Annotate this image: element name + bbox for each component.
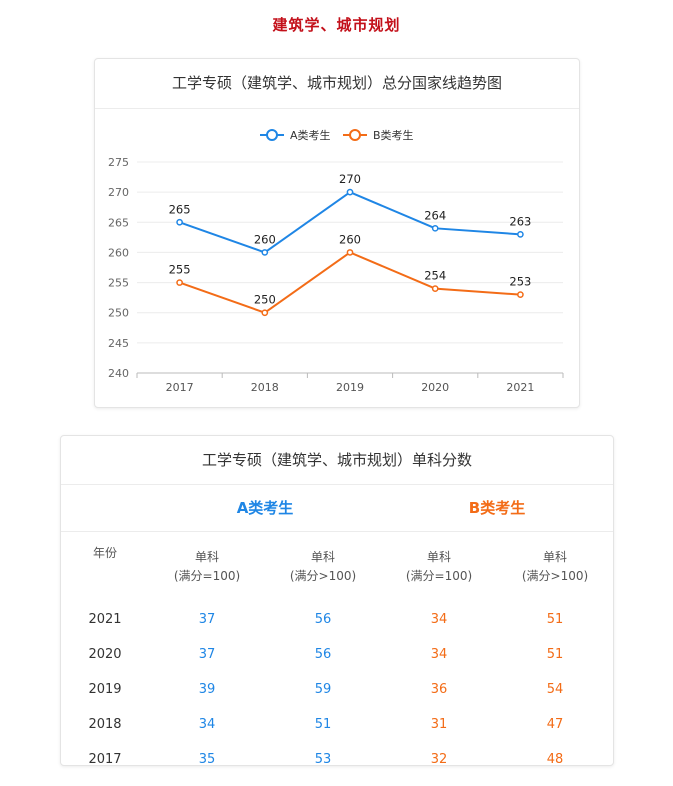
page-title: 建筑学、城市规划 (272, 16, 401, 34)
y-tick-label: 270 (108, 186, 129, 199)
a2-cell: 56 (314, 647, 332, 662)
legend-marker (349, 129, 361, 141)
data-point (176, 218, 183, 226)
table-title: 工学专硕（建筑学、城市规划）单科分数 (61, 436, 613, 485)
data-label: 260 (254, 232, 276, 246)
col-header-line1: 单科 (542, 550, 567, 564)
x-tick-label: 2020 (421, 381, 449, 394)
chart-title: 工学专硕（建筑学、城市规划）总分国家线趋势图 (95, 59, 579, 109)
y-tick-label: 250 (108, 307, 129, 320)
a2-cell: 53 (314, 752, 332, 767)
b2-cell: 48 (546, 752, 564, 767)
data-point (261, 309, 269, 317)
b1-cell: 34 (430, 612, 448, 627)
x-tick-label: 2019 (336, 381, 364, 394)
col-header-a2: 单科 (满分>100) (265, 532, 381, 602)
legend-marker (266, 129, 278, 141)
y-tick-label: 255 (108, 277, 129, 290)
b2-cell: 47 (546, 717, 564, 732)
legend-label: A类考生 (290, 128, 331, 142)
a2-cell: 56 (314, 612, 332, 627)
data-label: 250 (254, 293, 276, 307)
y-tick-label: 275 (108, 156, 129, 169)
a1-cell: 37 (198, 647, 216, 662)
data-point (261, 249, 269, 256)
data-point (431, 224, 439, 232)
data-label: 265 (169, 202, 191, 216)
scores-table-card: 工学专硕（建筑学、城市规划）单科分数 A类考生 B类考生 年份 单科 (满分=1… (60, 435, 614, 767)
line-chart-card: 工学专硕（建筑学、城市规划）总分国家线趋势图 240 245 250 255 260 26… (94, 58, 580, 408)
b1-cell: 34 (430, 647, 448, 662)
y-tick-label: 240 (108, 367, 129, 380)
table-row: 2020 37 56 34 51 (61, 637, 613, 672)
table-row: 2018 34 51 31 47 (61, 707, 613, 742)
table-row: 2019 39 59 36 54 (61, 672, 613, 707)
col-header-b2: 单科 (满分>100) (497, 532, 613, 602)
data-point (517, 291, 524, 298)
y-tick-label: 260 (108, 246, 129, 259)
col-header-line2: (满分>100) (521, 569, 589, 583)
x-tick-label: 2018 (251, 381, 279, 394)
year-cell: 2020 (88, 647, 122, 662)
a2-cell: 59 (314, 682, 332, 697)
col-header-line1: 单科 (194, 550, 219, 564)
table-row: 2017 35 53 32 48 (61, 742, 613, 777)
data-point (517, 230, 524, 238)
x-tick-label: 2017 (166, 381, 194, 394)
a1-cell: 34 (198, 717, 216, 732)
data-label: 264 (424, 208, 446, 222)
data-label: 253 (509, 275, 531, 289)
year-cell: 2019 (88, 682, 122, 697)
data-point (176, 279, 183, 286)
line-chart: 240 245 250 255 260 265 270 275 2017 2018 2019 2020… (108, 128, 564, 394)
year-cell: 2021 (88, 612, 122, 627)
b1-cell: 31 (430, 717, 448, 732)
group-b-label: B类考生 (468, 499, 526, 517)
col-header-line2: (满分=100) (405, 569, 473, 583)
col-header-line2: (满分>100) (289, 569, 357, 583)
b2-cell: 51 (546, 612, 564, 627)
a1-cell: 35 (198, 752, 216, 767)
data-point (431, 285, 439, 292)
legend-label: B类考生 (373, 128, 414, 142)
col-header-line2: (满分=100) (173, 569, 241, 583)
year-cell: 2017 (88, 752, 122, 767)
data-point (346, 249, 354, 256)
group-a-label: A类考生 (236, 499, 294, 517)
data-point (346, 188, 354, 196)
data-label: 270 (339, 172, 361, 186)
year-cell: 2018 (88, 717, 122, 732)
b2-cell: 51 (546, 647, 564, 662)
b2-cell: 54 (546, 682, 564, 697)
group-header-row: A类考生 B类考生 (61, 485, 613, 532)
data-label: 254 (424, 269, 446, 283)
x-tick-label: 2021 (506, 381, 534, 394)
a2-cell: 51 (314, 717, 332, 732)
y-tick-label: 245 (108, 337, 129, 350)
table-header-row: 年份 单科 (满分=100) 单科 (满分>100) 单科 (满分=100) 单… (61, 532, 613, 602)
data-label: 263 (509, 214, 531, 228)
b1-cell: 36 (430, 682, 448, 697)
col-header-b1: 单科 (满分=100) (381, 532, 497, 602)
col-header-line1: 单科 (310, 550, 335, 564)
col-header-a1: 单科 (满分=100) (149, 532, 265, 602)
y-tick-label: 265 (108, 216, 129, 229)
scores-table: 年份 单科 (满分=100) 单科 (满分>100) 单科 (满分=100) 单… (61, 532, 613, 777)
b1-cell: 32 (430, 752, 448, 767)
data-label: 255 (169, 263, 191, 277)
year-header: 年份 (92, 546, 117, 560)
col-header-line1: 单科 (426, 550, 451, 564)
a1-cell: 37 (198, 612, 216, 627)
data-label: 260 (339, 232, 361, 246)
table-row: 2021 37 56 34 51 (61, 602, 613, 637)
a1-cell: 39 (198, 682, 216, 697)
